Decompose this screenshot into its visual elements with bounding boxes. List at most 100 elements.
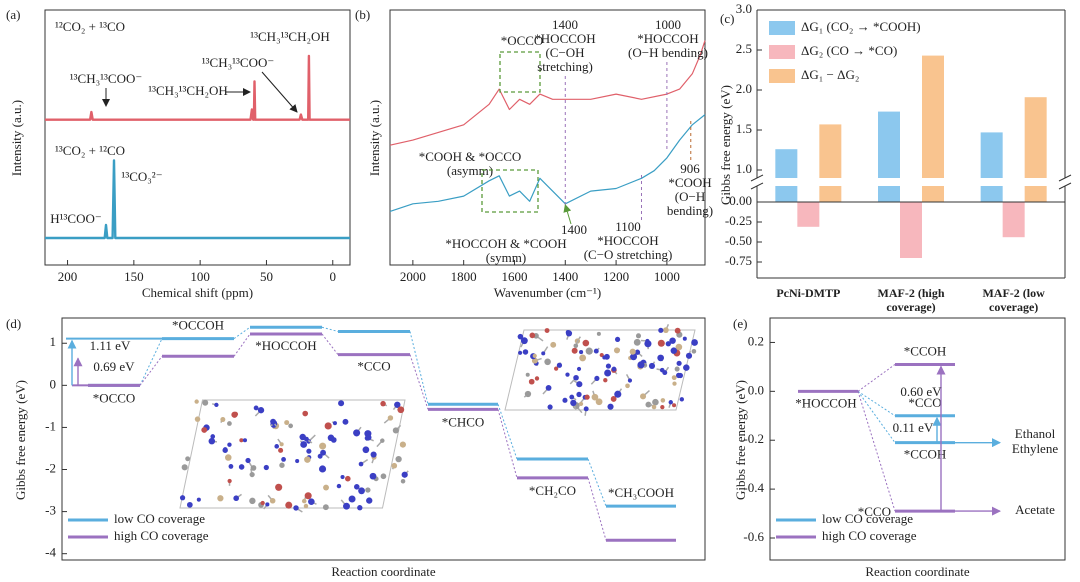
atom bbox=[380, 400, 386, 407]
atom bbox=[348, 495, 356, 503]
atom bbox=[401, 471, 408, 478]
plot-frame bbox=[769, 317, 1066, 561]
gap-label: 1.11 eV bbox=[90, 338, 131, 353]
atom bbox=[630, 353, 638, 361]
atom bbox=[242, 438, 248, 443]
atom bbox=[534, 376, 540, 381]
atom bbox=[306, 448, 312, 454]
connector bbox=[857, 390, 896, 417]
connector bbox=[321, 333, 339, 355]
atom bbox=[210, 434, 216, 439]
atom bbox=[245, 457, 251, 464]
atom bbox=[345, 475, 351, 482]
atom bbox=[285, 501, 293, 509]
atom bbox=[304, 492, 312, 500]
y-tick-label: -0.6 bbox=[743, 529, 764, 544]
x-axis-label: Reaction coordinate bbox=[865, 564, 970, 579]
atom bbox=[554, 366, 559, 371]
atom bbox=[222, 447, 228, 453]
atom bbox=[565, 330, 573, 337]
connector bbox=[497, 404, 518, 460]
atom bbox=[674, 366, 680, 372]
annotation: *HOCCOH & *COOH bbox=[445, 236, 566, 251]
y-tick-label: -0.2 bbox=[743, 431, 764, 446]
atom bbox=[265, 502, 270, 507]
atom bbox=[357, 505, 363, 511]
atom bbox=[605, 363, 612, 369]
legend-label: ΔG₁ − ΔG₂ bbox=[801, 67, 859, 82]
y-tick-label: -4 bbox=[45, 545, 56, 560]
state-label: *OCCO bbox=[93, 390, 136, 405]
x-axis-label: Wavenumber (cm⁻¹) bbox=[494, 285, 602, 300]
y-tick-label: -0.4 bbox=[743, 480, 764, 495]
atom bbox=[671, 375, 677, 381]
atom bbox=[238, 464, 245, 470]
annotation-number: 1400 bbox=[561, 222, 587, 237]
atom bbox=[362, 446, 370, 454]
bar bbox=[1024, 97, 1047, 202]
y-axis-label: Intensity (a.u.) bbox=[9, 100, 24, 176]
atom bbox=[677, 372, 684, 379]
atom bbox=[570, 399, 577, 407]
panel-label: (b) bbox=[355, 7, 370, 22]
atom bbox=[633, 338, 641, 346]
atom bbox=[400, 479, 406, 484]
plot-frame bbox=[61, 317, 706, 561]
y-tick-label: 0.0 bbox=[748, 382, 764, 397]
annotation: ¹³CH₃¹³CH₂OH bbox=[148, 83, 228, 98]
product-label: Ethanol bbox=[1015, 426, 1056, 441]
connector bbox=[587, 477, 607, 541]
atom bbox=[685, 352, 693, 359]
atom bbox=[284, 420, 290, 426]
atom bbox=[358, 461, 364, 467]
connector bbox=[139, 355, 163, 386]
atom bbox=[659, 367, 665, 373]
unit-cell bbox=[504, 329, 696, 411]
x-tick-label: 50 bbox=[260, 269, 273, 284]
atom bbox=[660, 404, 665, 410]
atom bbox=[676, 360, 682, 366]
atom bbox=[302, 410, 309, 417]
annotation: *COOH bbox=[668, 175, 711, 190]
annotation-number: 906 bbox=[680, 161, 700, 176]
annotation: stretching) bbox=[537, 59, 593, 74]
atom bbox=[544, 328, 550, 333]
atom bbox=[571, 347, 578, 354]
atom bbox=[662, 327, 669, 334]
atom bbox=[613, 347, 620, 354]
atom bbox=[201, 427, 208, 433]
atom bbox=[576, 366, 582, 371]
atom bbox=[353, 429, 361, 437]
x-tick-label: 1600 bbox=[501, 269, 527, 284]
atom bbox=[573, 374, 579, 381]
atom bbox=[370, 451, 377, 458]
state-label: *CH₂CO bbox=[529, 483, 576, 498]
atom bbox=[319, 442, 327, 450]
atom bbox=[194, 399, 199, 404]
state-label: *CCO bbox=[908, 395, 941, 410]
atom bbox=[541, 351, 546, 356]
y-tick-label: -0.50 bbox=[725, 233, 752, 248]
plot-frame bbox=[44, 9, 351, 266]
annotation: (symm) bbox=[486, 250, 526, 265]
atom bbox=[250, 465, 257, 471]
state-label: *CHCO bbox=[442, 414, 485, 429]
atom bbox=[629, 348, 636, 355]
connector bbox=[857, 364, 896, 392]
connector bbox=[321, 326, 339, 332]
atom bbox=[573, 343, 579, 349]
atom bbox=[224, 454, 232, 461]
atom bbox=[365, 487, 371, 493]
atom bbox=[181, 464, 188, 471]
gap-label: 0.69 eV bbox=[93, 359, 135, 374]
atom bbox=[562, 397, 568, 403]
atom bbox=[387, 415, 394, 421]
y-tick-label: 1.5 bbox=[736, 121, 752, 136]
annotation: *HOCCOH bbox=[534, 31, 595, 46]
state-label: *HOCCOH bbox=[255, 338, 316, 353]
atom bbox=[293, 505, 299, 511]
y-axis-label: Gibbs free energy (eV) bbox=[733, 380, 748, 500]
atom bbox=[392, 427, 399, 434]
panel-label: (e) bbox=[733, 316, 747, 331]
